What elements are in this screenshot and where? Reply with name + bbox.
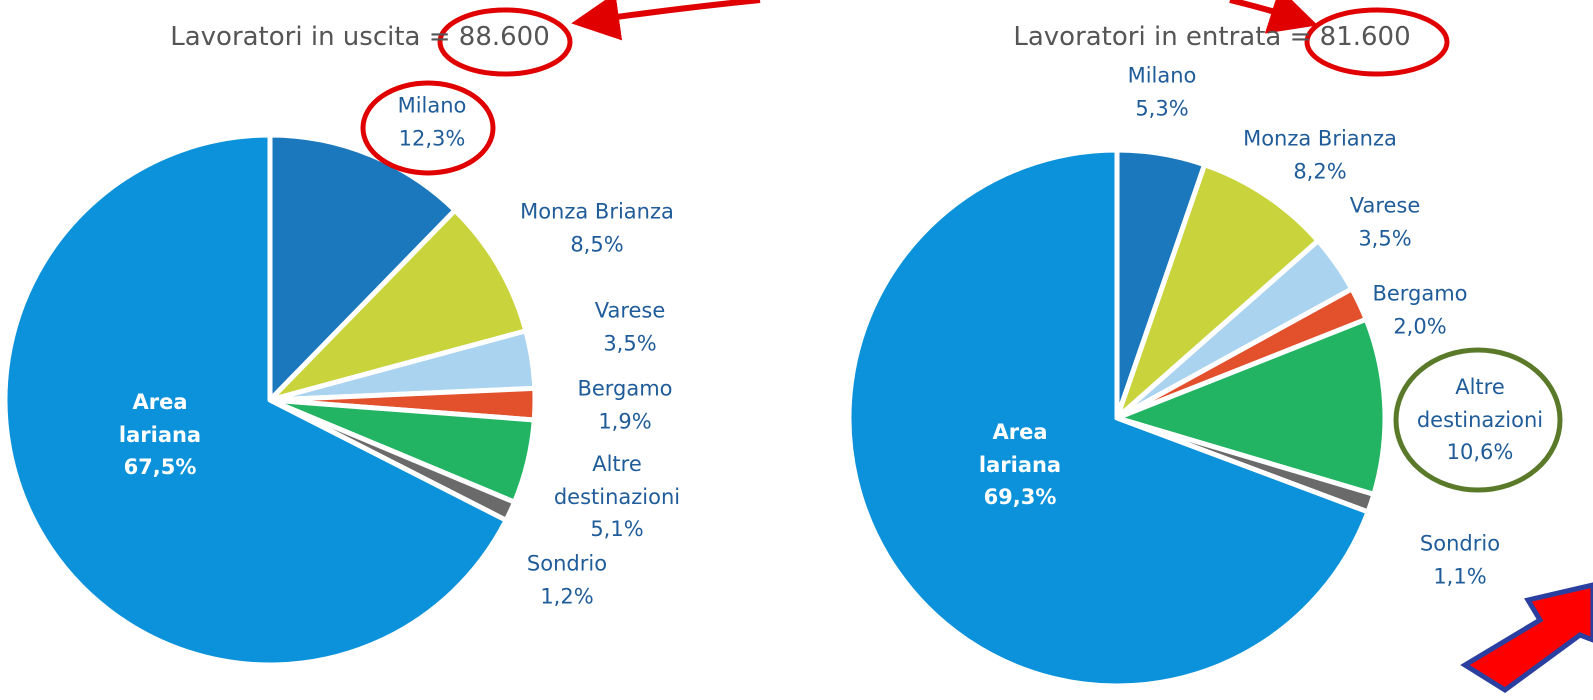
- category-label: Varese: [594, 298, 666, 323]
- value-label: 8,2%: [1293, 159, 1347, 183]
- slice-label: Monza Brianza 8,2%: [1225, 122, 1415, 187]
- slice-label: Milano 5,3%: [1102, 59, 1222, 124]
- arrow: [1229, 0, 1318, 34]
- chart-title: Lavoratori in uscita = 88.600: [170, 22, 550, 52]
- slice-label: Sondrio 1,2%: [507, 547, 627, 612]
- value-label: 1,9%: [598, 409, 652, 433]
- arrow: [1460, 582, 1593, 694]
- category-label: Sondrio: [1419, 531, 1501, 556]
- arrow: [571, 0, 761, 41]
- category-label: Bergamo: [1372, 281, 1468, 306]
- highlight-circle: [437, 7, 573, 77]
- category-label: Milano: [397, 93, 467, 118]
- value-label: 1,1%: [1433, 564, 1487, 588]
- slice-label: Sondrio 1,1%: [1400, 527, 1520, 592]
- highlight-circle: [1393, 347, 1563, 493]
- value-label: 3,5%: [603, 331, 657, 355]
- category-label: Altre destinazioni: [1416, 375, 1544, 432]
- value-label: 1,2%: [540, 584, 594, 608]
- chart-title: Lavoratori in entrata = 81.600: [1013, 22, 1411, 52]
- pie-slice: [267, 207, 529, 403]
- slice-label: Varese 3,5%: [1325, 189, 1445, 254]
- pie-slice: [846, 147, 1371, 689]
- slices: [2, 132, 1388, 689]
- value-label: 8,5%: [570, 232, 624, 256]
- pie-slice: [267, 132, 458, 403]
- annotations: [360, 0, 1593, 694]
- category-label: Area lariana: [118, 390, 202, 447]
- category-label: Varese: [1349, 193, 1421, 218]
- slice-label: Area lariana 67,5%: [115, 386, 205, 484]
- highlight-circle: [1304, 7, 1450, 77]
- value-label: 2,0%: [1393, 314, 1447, 338]
- slice-label: Altre destinazioni 10,6%: [1405, 371, 1555, 469]
- category-label: Monza Brianza: [520, 199, 674, 224]
- pie-slice: [2, 132, 509, 668]
- category-label: Area lariana: [978, 420, 1062, 477]
- slice-label: Varese 3,5%: [570, 294, 690, 359]
- category-label: Sondrio: [526, 551, 608, 576]
- value-label: 5,1%: [590, 517, 644, 542]
- value-label: 5,3%: [1135, 96, 1189, 120]
- highlight-circle: [360, 80, 496, 176]
- category-label: Altre destinazioni: [553, 452, 681, 509]
- slice-label: Monza Brianza 8,5%: [517, 195, 677, 260]
- slice-label: Bergamo 1,9%: [555, 372, 695, 437]
- category-label: Monza Brianza: [1243, 126, 1397, 151]
- value-label: 12,3%: [398, 126, 466, 150]
- slice-label: Area lariana 69,3%: [975, 416, 1065, 514]
- value-label: 67,5%: [123, 455, 197, 480]
- value-label: 10,6%: [1446, 440, 1514, 465]
- category-label: Milano: [1127, 63, 1197, 88]
- slice-label: Altre destinazioni 5,1%: [542, 448, 692, 546]
- pie-slice: [1114, 316, 1388, 497]
- category-label: Bergamo: [577, 376, 673, 401]
- value-label: 3,5%: [1358, 226, 1412, 250]
- slice-label: Milano 12,3%: [362, 89, 502, 154]
- value-label: 69,3%: [983, 485, 1057, 510]
- slice-label: Bergamo 2,0%: [1360, 277, 1480, 342]
- pie-slice: [1114, 162, 1321, 421]
